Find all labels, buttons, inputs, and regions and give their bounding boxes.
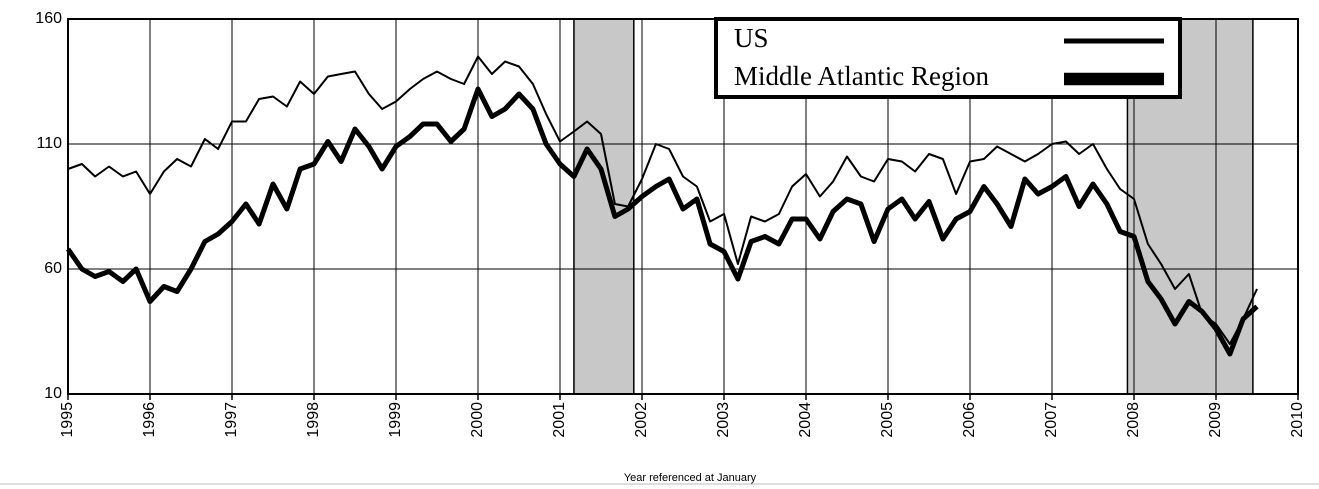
x-tick-label: 1995 bbox=[59, 402, 76, 438]
y-tick-label: 10 bbox=[44, 385, 62, 402]
x-tick-label: 2010 bbox=[1289, 402, 1306, 438]
x-tick-label: 2005 bbox=[879, 402, 896, 438]
legend-label: Middle Atlantic Region bbox=[734, 61, 989, 91]
legend-label: US bbox=[734, 23, 769, 53]
y-tick-label: 160 bbox=[35, 10, 62, 27]
x-tick-label: 1998 bbox=[305, 402, 322, 438]
y-tick-label: 60 bbox=[44, 260, 62, 277]
x-tick-label: 2002 bbox=[633, 402, 650, 438]
x-tick-label: 2007 bbox=[1043, 402, 1060, 438]
x-tick-label: 2008 bbox=[1125, 402, 1142, 438]
series-line bbox=[65, 86, 1259, 357]
x-tick-label: 1999 bbox=[387, 402, 404, 438]
series-line bbox=[67, 55, 1258, 345]
x-tick-label: 2009 bbox=[1207, 402, 1224, 438]
plot-frame bbox=[67, 18, 1299, 395]
x-tick-label: 2001 bbox=[551, 402, 568, 438]
y-tick-label: 110 bbox=[36, 135, 62, 152]
x-tick-label: 2000 bbox=[469, 402, 486, 438]
x-tick-label: 1997 bbox=[223, 402, 240, 438]
x-tick-label: 2004 bbox=[797, 402, 814, 438]
x-tick-label: 1996 bbox=[141, 402, 158, 438]
x-tick-label: 2003 bbox=[715, 402, 732, 438]
x-axis-label: Year referenced at January bbox=[624, 472, 757, 484]
x-tick-label: 2006 bbox=[961, 402, 978, 438]
